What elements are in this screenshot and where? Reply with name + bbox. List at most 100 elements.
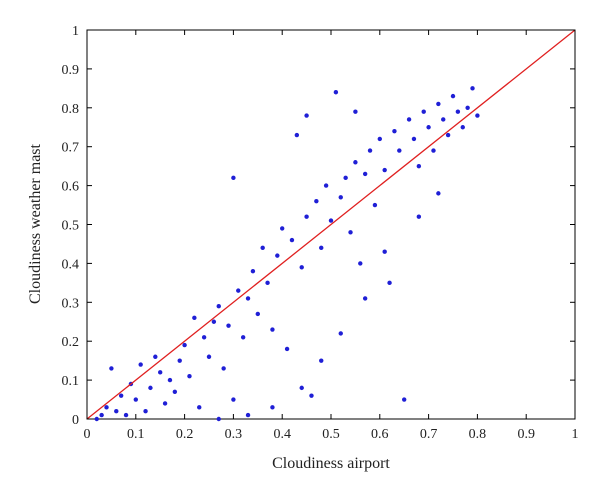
data-point	[319, 358, 324, 363]
data-point	[343, 175, 348, 181]
data-point	[377, 136, 382, 142]
data-point	[436, 191, 441, 196]
data-point	[426, 125, 431, 130]
data-point	[411, 136, 417, 142]
x-tick-label: 1	[572, 427, 579, 442]
data-point	[372, 202, 378, 208]
x-tick-label: 0.7	[420, 427, 438, 442]
data-point	[245, 296, 251, 301]
data-point	[118, 393, 124, 398]
data-point	[455, 109, 461, 114]
data-point	[348, 230, 353, 235]
data-point	[314, 198, 319, 204]
x-tick-label: 0.4	[273, 427, 291, 442]
y-tick-label: 0.9	[62, 63, 80, 78]
data-point	[431, 148, 436, 153]
y-tick-label: 0.7	[62, 141, 80, 156]
data-point	[309, 393, 314, 398]
data-point	[328, 218, 334, 223]
x-tick-label: 0	[84, 427, 91, 442]
data-point	[197, 405, 202, 410]
data-point	[323, 183, 329, 188]
data-point	[382, 249, 387, 254]
data-point	[231, 175, 236, 181]
data-point	[289, 237, 295, 243]
data-point	[299, 265, 304, 270]
x-axis-ticks: 0 0.1 0.2 0.3 0.4 0.5 0.6 0.7 0.8 0.9 1	[84, 30, 579, 442]
data-point	[245, 412, 251, 418]
data-point	[143, 409, 148, 414]
y-tick-label: 0.2	[62, 335, 80, 350]
x-axis-title: Cloudiness airport	[272, 455, 390, 472]
data-point	[436, 101, 441, 107]
data-point	[475, 113, 480, 118]
data-point	[338, 195, 343, 200]
data-point	[406, 117, 412, 122]
data-points	[94, 86, 480, 422]
data-point	[206, 354, 212, 359]
data-point	[465, 105, 470, 111]
data-point	[441, 117, 446, 122]
data-point	[294, 132, 300, 138]
data-point	[387, 280, 392, 286]
data-point	[153, 354, 158, 359]
reference-line	[86, 29, 576, 420]
data-point	[470, 86, 475, 91]
x-tick-label: 0.5	[322, 427, 340, 442]
x-tick-label: 0.3	[225, 427, 243, 442]
data-point	[236, 288, 241, 293]
y-axis-title: Cloudiness weather mast	[27, 143, 44, 304]
data-point	[216, 416, 221, 422]
data-point	[177, 358, 182, 363]
data-point	[299, 385, 304, 391]
data-point	[216, 303, 221, 309]
data-point	[304, 214, 309, 219]
data-point	[421, 109, 426, 114]
data-point	[99, 412, 104, 418]
data-point	[123, 412, 129, 418]
data-point	[265, 280, 270, 286]
y-tick-label: 1	[72, 24, 79, 39]
data-point	[353, 160, 358, 165]
data-point	[445, 132, 451, 138]
data-point	[397, 148, 402, 153]
plot-area	[86, 29, 576, 422]
data-point	[182, 342, 187, 348]
data-point	[333, 90, 339, 95]
data-point	[201, 335, 207, 340]
y-tick-label: 0.8	[62, 102, 80, 117]
data-point	[114, 409, 119, 414]
data-point	[162, 401, 168, 406]
data-point	[362, 171, 368, 177]
data-point	[158, 370, 163, 375]
data-point	[416, 163, 422, 169]
data-point	[187, 374, 192, 379]
data-point	[167, 377, 173, 383]
y-tick-label: 0.1	[62, 374, 80, 389]
data-point	[221, 366, 226, 371]
data-point	[280, 226, 285, 231]
y-tick-label: 0	[72, 413, 79, 428]
data-point	[148, 385, 153, 391]
y-tick-label: 0.4	[62, 257, 80, 272]
data-point	[358, 261, 363, 266]
data-point	[270, 327, 275, 332]
data-point	[416, 214, 422, 219]
x-tick-label: 0.2	[176, 427, 194, 442]
data-point	[104, 405, 109, 410]
data-point	[319, 245, 324, 251]
data-point	[338, 331, 343, 336]
data-point	[109, 366, 114, 371]
data-point	[275, 253, 280, 258]
y-tick-label: 0.5	[62, 219, 80, 234]
data-point	[304, 113, 309, 118]
data-point	[450, 93, 456, 99]
x-tick-label: 0.9	[517, 427, 535, 442]
data-point	[382, 167, 387, 173]
data-point	[255, 311, 260, 317]
data-point	[211, 319, 217, 324]
data-point	[362, 296, 368, 301]
data-point	[392, 128, 397, 134]
y-tick-label: 0.3	[62, 296, 80, 311]
x-tick-label: 0.6	[371, 427, 389, 442]
